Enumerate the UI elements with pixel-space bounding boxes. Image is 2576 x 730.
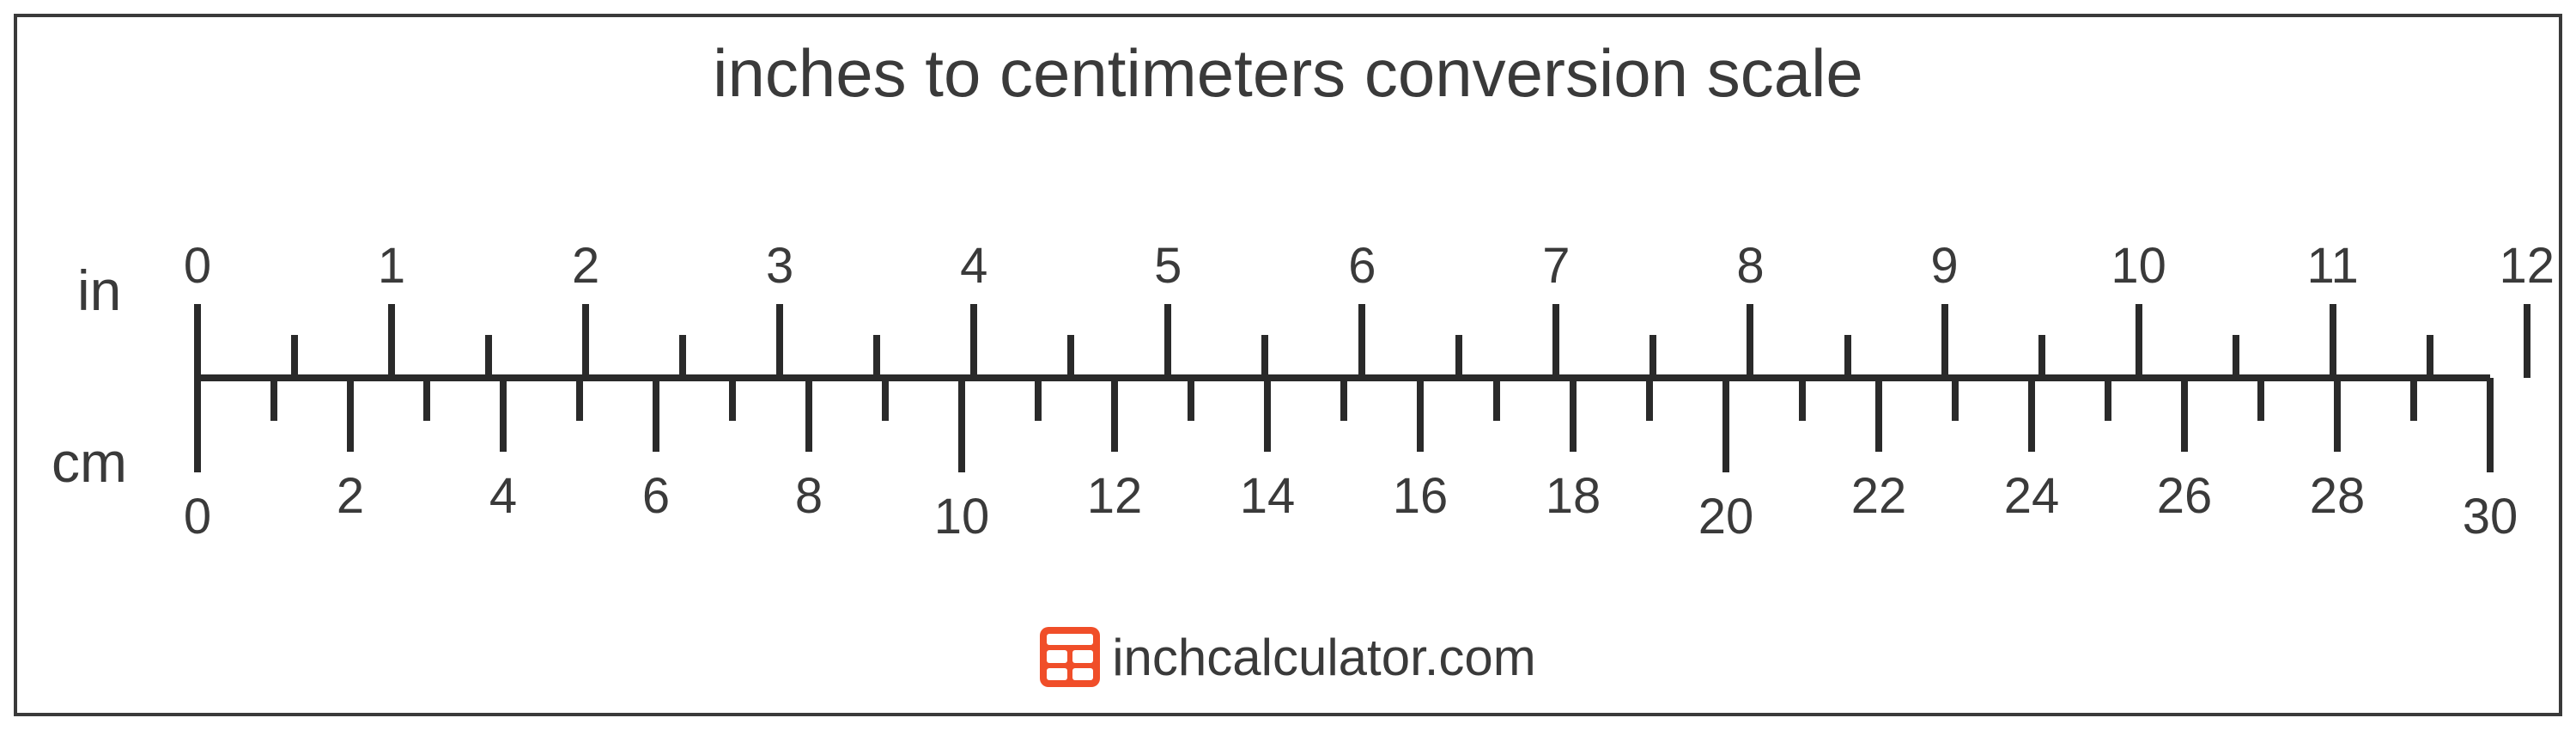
inch-tick bbox=[2136, 304, 2142, 378]
inch-tick-label: 1 bbox=[378, 237, 405, 295]
cm-tick bbox=[1188, 378, 1194, 421]
cm-tick bbox=[1722, 378, 1729, 472]
cm-tick-label: 26 bbox=[2157, 467, 2213, 525]
inch-tick-label: 5 bbox=[1154, 237, 1182, 295]
cm-tick bbox=[729, 378, 736, 421]
cm-tick bbox=[1264, 378, 1271, 452]
cm-tick bbox=[2487, 378, 2494, 472]
inch-tick bbox=[1941, 304, 1948, 378]
cm-tick-label: 18 bbox=[1546, 467, 1601, 525]
inch-tick bbox=[291, 335, 298, 378]
inch-tick bbox=[2233, 335, 2239, 378]
cm-tick bbox=[576, 378, 583, 421]
inch-tick-label: 10 bbox=[2111, 237, 2166, 295]
inch-tick-label: 4 bbox=[960, 237, 987, 295]
inch-tick bbox=[1067, 335, 1074, 378]
inch-tick bbox=[2427, 335, 2433, 378]
inch-tick bbox=[1455, 335, 1462, 378]
cm-tick-label: 8 bbox=[795, 467, 823, 525]
cm-tick-label: 6 bbox=[642, 467, 670, 525]
inch-tick-label: 8 bbox=[1736, 237, 1764, 295]
cm-tick bbox=[423, 378, 430, 421]
cm-tick bbox=[1952, 378, 1959, 421]
cm-tick bbox=[958, 378, 965, 472]
inch-tick bbox=[1164, 304, 1171, 378]
inch-tick-label: 2 bbox=[572, 237, 599, 295]
inch-tick bbox=[873, 335, 880, 378]
inch-tick-label: 11 bbox=[2307, 237, 2359, 295]
cm-tick bbox=[1646, 378, 1653, 421]
inch-tick bbox=[194, 304, 201, 378]
inch-tick bbox=[776, 304, 783, 378]
cm-tick-label: 22 bbox=[1851, 467, 1907, 525]
cm-tick bbox=[270, 378, 277, 421]
cm-tick bbox=[1799, 378, 1806, 421]
ruler: 0123456789101112024681012141618202224262… bbox=[0, 0, 2576, 730]
inch-tick bbox=[1358, 304, 1365, 378]
inch-tick-label: 9 bbox=[1930, 237, 1958, 295]
cm-tick bbox=[2028, 378, 2035, 452]
cm-tick-label: 0 bbox=[184, 488, 211, 545]
cm-tick-label: 14 bbox=[1240, 467, 1296, 525]
calculator-logo-icon bbox=[1040, 627, 1100, 687]
cm-tick bbox=[347, 378, 354, 452]
conversion-scale-frame: inches to centimeters conversion scalein… bbox=[0, 0, 2576, 730]
cm-tick bbox=[1493, 378, 1500, 421]
cm-tick bbox=[1111, 378, 1118, 452]
inch-tick bbox=[582, 304, 589, 378]
cm-tick-label: 10 bbox=[934, 488, 990, 545]
inch-tick-label: 3 bbox=[766, 237, 793, 295]
inch-tick bbox=[1649, 335, 1656, 378]
cm-tick-label: 20 bbox=[1698, 488, 1754, 545]
cm-tick bbox=[194, 378, 201, 472]
inch-tick-label: 6 bbox=[1348, 237, 1376, 295]
inch-tick bbox=[1844, 335, 1851, 378]
cm-tick-label: 12 bbox=[1087, 467, 1143, 525]
inch-tick bbox=[2038, 335, 2045, 378]
cm-tick bbox=[1035, 378, 1042, 421]
inch-tick bbox=[1261, 335, 1268, 378]
cm-tick bbox=[1417, 378, 1424, 452]
inch-tick-label: 12 bbox=[2499, 237, 2555, 295]
inch-tick bbox=[485, 335, 492, 378]
inch-tick bbox=[2524, 304, 2530, 378]
inch-tick-label: 7 bbox=[1542, 237, 1570, 295]
cm-tick bbox=[2410, 378, 2417, 421]
cm-tick bbox=[1570, 378, 1577, 452]
footer: inchcalculator.com bbox=[0, 627, 2576, 687]
cm-tick bbox=[653, 378, 659, 452]
cm-tick bbox=[2334, 378, 2341, 452]
cm-tick bbox=[2105, 378, 2111, 421]
cm-tick bbox=[805, 378, 812, 452]
cm-tick-label: 24 bbox=[2004, 467, 2060, 525]
inch-tick bbox=[388, 304, 395, 378]
cm-tick bbox=[1875, 378, 1882, 452]
footer-site-name: inchcalculator.com bbox=[1112, 628, 1536, 687]
inch-tick bbox=[2330, 304, 2336, 378]
cm-tick bbox=[882, 378, 889, 421]
cm-tick-label: 28 bbox=[2310, 467, 2366, 525]
cm-tick-label: 30 bbox=[2463, 488, 2518, 545]
cm-tick-label: 2 bbox=[337, 467, 364, 525]
inch-tick bbox=[679, 335, 686, 378]
cm-tick bbox=[2257, 378, 2264, 421]
cm-tick-label: 4 bbox=[489, 467, 517, 525]
inch-tick bbox=[1552, 304, 1559, 378]
cm-tick bbox=[500, 378, 507, 452]
inch-tick bbox=[1747, 304, 1753, 378]
inch-tick-label: 0 bbox=[184, 237, 211, 295]
cm-tick bbox=[1340, 378, 1347, 421]
cm-tick-label: 16 bbox=[1393, 467, 1449, 525]
cm-tick bbox=[2181, 378, 2188, 452]
inch-tick bbox=[970, 304, 977, 378]
